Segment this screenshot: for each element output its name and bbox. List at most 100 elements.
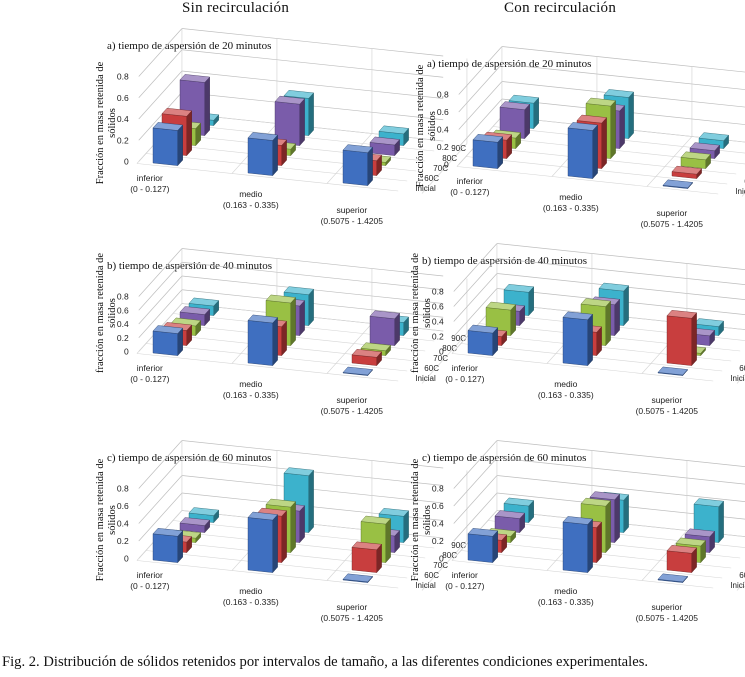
category-label: medio bbox=[239, 189, 262, 199]
y-tick-label: 0.6 bbox=[117, 501, 129, 511]
bar-top bbox=[161, 107, 193, 117]
bar-top bbox=[179, 306, 211, 315]
bar-top bbox=[265, 498, 297, 508]
bar-side bbox=[691, 312, 697, 367]
category-label: inferior bbox=[137, 570, 163, 580]
gridline bbox=[181, 28, 444, 57]
y-axis-label-line: Fracción en masa retenida de bbox=[95, 61, 106, 184]
category-label: superior bbox=[336, 395, 367, 405]
floor-line bbox=[421, 143, 468, 194]
y-axis-label-line: Fracción en masa retenida de bbox=[95, 458, 106, 581]
category-range-label: (0 - 0.127) bbox=[450, 187, 489, 197]
bar-Inicial-medio bbox=[562, 516, 594, 574]
y-tick-label: 0 bbox=[444, 160, 449, 170]
category-label: medio bbox=[559, 192, 582, 202]
series-label: Inicial bbox=[730, 374, 745, 383]
y-axis-label: Fracción en masa retenida de sólidos bbox=[95, 61, 118, 184]
floor-line bbox=[136, 560, 399, 589]
bar-top bbox=[152, 325, 184, 334]
bar-top bbox=[342, 366, 374, 376]
bar-top bbox=[562, 516, 594, 525]
bar-top bbox=[472, 134, 504, 143]
gridline bbox=[181, 440, 444, 469]
bar-80C-medio bbox=[274, 95, 306, 147]
gridline bbox=[458, 98, 503, 148]
bar-Inicial-superior bbox=[342, 366, 374, 377]
panel-c-con-recirculacion: c) tiempo de aspersión de 60 minutos 0 0.2… bbox=[400, 440, 745, 638]
chart-svg: c) tiempo de aspersión de 60 minutos 0 0.2… bbox=[95, 440, 468, 623]
bar-top bbox=[499, 101, 531, 110]
bar-top bbox=[188, 297, 220, 307]
panel-c-sin-recirculacion: c) tiempo de aspersión de 60 minutos 0 0.2… bbox=[85, 440, 468, 638]
series-label: 70C bbox=[433, 354, 448, 363]
bar-top bbox=[585, 97, 617, 107]
y-axis-label-line: sólidos bbox=[427, 111, 438, 141]
y-tick-label: 0.6 bbox=[432, 302, 444, 312]
bar-side bbox=[718, 500, 724, 544]
bar-top bbox=[666, 545, 698, 554]
floor-line bbox=[451, 560, 714, 589]
y-axis-label-line: sólidos bbox=[107, 298, 118, 328]
column-title-sin-recirculacion: Sin recirculación bbox=[182, 0, 290, 16]
gridline bbox=[458, 81, 503, 130]
bar-top bbox=[360, 515, 392, 525]
bar-top bbox=[689, 142, 721, 151]
bar-80C-superior bbox=[369, 136, 401, 157]
bar-side bbox=[299, 98, 305, 147]
gridline bbox=[458, 63, 503, 113]
bar-top bbox=[693, 318, 725, 327]
bar-side bbox=[614, 298, 620, 337]
bar-top bbox=[188, 507, 220, 516]
category-range-label: (0 - 0.127) bbox=[130, 184, 169, 194]
bar-side bbox=[610, 100, 616, 160]
chart-title: c) tiempo de aspersión de 60 minutos bbox=[107, 452, 271, 464]
y-tick-label: 0 bbox=[124, 347, 129, 357]
bar-side bbox=[619, 104, 625, 150]
bar-side bbox=[290, 501, 296, 554]
bar-top bbox=[508, 94, 540, 104]
series-label: 90C bbox=[451, 334, 466, 343]
y-tick-label: 0.2 bbox=[117, 536, 129, 546]
bar-80C-inferior bbox=[499, 101, 531, 140]
bar-top bbox=[675, 537, 707, 547]
bar-side bbox=[299, 299, 305, 337]
y-tick-label: 0.4 bbox=[432, 317, 444, 327]
bar-top bbox=[152, 122, 184, 131]
gridline bbox=[181, 248, 444, 277]
bars bbox=[467, 282, 725, 377]
bar-Inicial-superior bbox=[342, 573, 374, 584]
y-axis-label-line: sólidos bbox=[107, 108, 118, 138]
bar-top bbox=[671, 165, 703, 175]
bars bbox=[152, 74, 410, 187]
gridline bbox=[453, 457, 498, 507]
floor-line bbox=[136, 353, 399, 382]
y-axis-label-line: fracción en masa retenida de bbox=[95, 253, 106, 373]
bar-top bbox=[274, 95, 306, 105]
bar-80C-inferior bbox=[494, 510, 526, 534]
panel-b-con-recirculacion: b) tiempo de aspersión de 40 minutos 0 0.2… bbox=[400, 243, 745, 431]
bar-top bbox=[603, 89, 635, 98]
y-tick-label: 0.8 bbox=[117, 484, 129, 494]
floor-line bbox=[421, 333, 468, 384]
bar-side bbox=[385, 518, 391, 564]
bar-top bbox=[598, 282, 630, 292]
series-label: 80C bbox=[442, 551, 457, 560]
bar-top bbox=[247, 132, 279, 141]
bar-top bbox=[662, 179, 694, 189]
chart-svg: b) tiempo de aspersión de 40 minutos 0 0.2… bbox=[410, 243, 745, 416]
chart-title: b) tiempo de aspersión de 40 minutos bbox=[107, 260, 272, 272]
category-range-label: (0 - 0.127) bbox=[130, 374, 169, 384]
chart-title: c) tiempo de aspersión de 60 minutos bbox=[422, 452, 586, 464]
bar-top bbox=[369, 136, 401, 146]
bar-top bbox=[152, 528, 184, 537]
bar-60C-superior bbox=[351, 349, 383, 367]
figure-caption: Fig. 2. Distribución de sólidos retenido… bbox=[2, 654, 649, 670]
bars bbox=[472, 89, 730, 190]
bar-front bbox=[666, 550, 692, 573]
series-label: Inicial bbox=[730, 581, 745, 590]
bar-top bbox=[576, 114, 608, 124]
bar-top bbox=[283, 467, 315, 476]
bar-top bbox=[247, 511, 279, 521]
bar-top bbox=[283, 90, 315, 99]
floor-line bbox=[736, 374, 745, 384]
